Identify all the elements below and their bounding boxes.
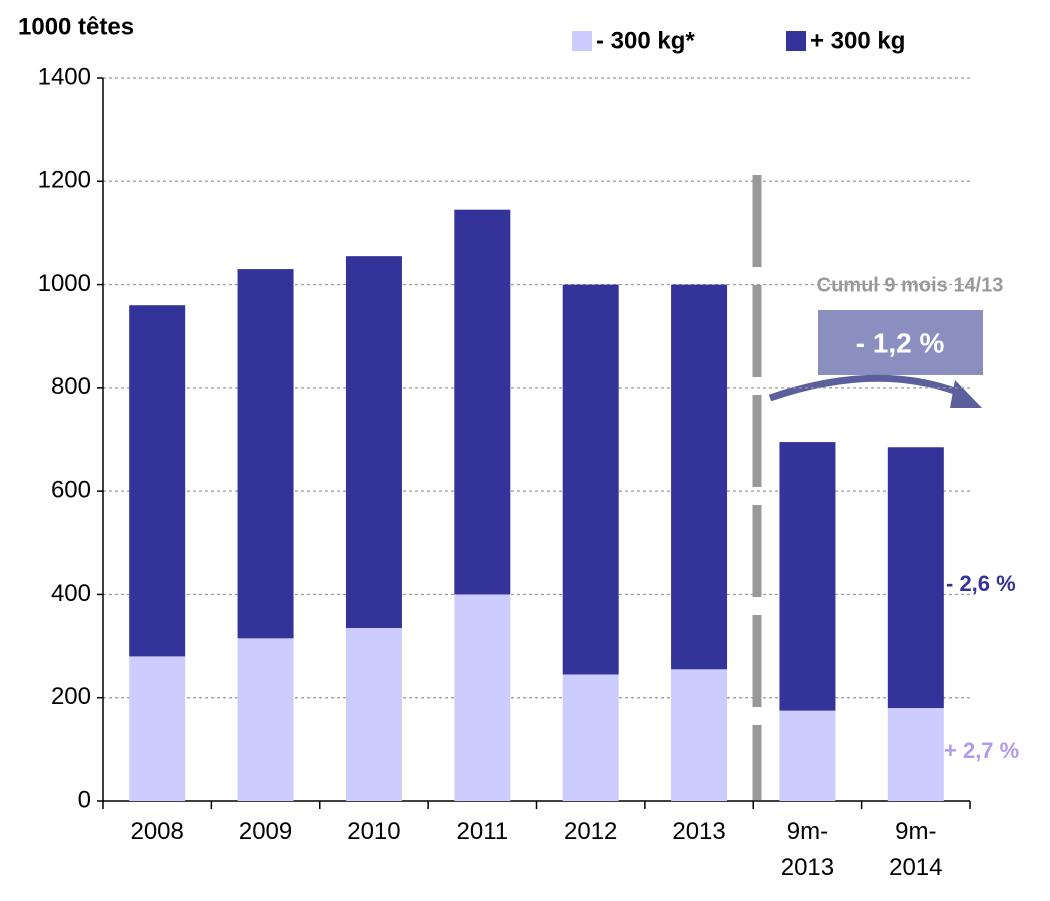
bar-segment bbox=[671, 669, 728, 801]
bar-segment bbox=[779, 710, 836, 801]
bar-segment bbox=[237, 269, 294, 639]
bar-segment bbox=[562, 284, 619, 675]
y-tick-label: 1400 bbox=[38, 63, 91, 90]
bar-segment bbox=[562, 674, 619, 801]
legend-swatch bbox=[572, 31, 592, 51]
x-tick-label: 2013 bbox=[672, 818, 725, 845]
arrow-head bbox=[950, 380, 982, 408]
y-tick-label: 400 bbox=[51, 580, 91, 607]
period-label: Cumul 9 mois 14/13 bbox=[817, 274, 1004, 296]
bar-segment bbox=[345, 256, 402, 628]
x-tick-label: 2008 bbox=[130, 818, 183, 845]
y-tick-label: 1000 bbox=[38, 270, 91, 297]
bar-segment bbox=[671, 284, 728, 670]
legend-label: + 300 kg bbox=[810, 27, 905, 54]
bar-segment bbox=[237, 638, 294, 801]
bar-segment bbox=[129, 305, 186, 657]
bar-segment bbox=[129, 656, 186, 801]
bar-segment bbox=[887, 447, 944, 709]
y-tick-label: 600 bbox=[51, 476, 91, 503]
legend-swatch bbox=[786, 31, 806, 51]
total-change: - 1,2 % bbox=[856, 327, 945, 358]
bar-segment bbox=[779, 442, 836, 711]
y-tick-label: 200 bbox=[51, 683, 91, 710]
heavy-change: - 2,6 % bbox=[946, 571, 1016, 596]
legend-label: - 300 kg* bbox=[596, 27, 695, 54]
x-tick-label: 2010 bbox=[347, 818, 400, 845]
y-tick-label: 0 bbox=[78, 786, 91, 813]
bar-segment bbox=[454, 209, 511, 595]
light-change: + 2,7 % bbox=[944, 738, 1019, 763]
x-tick-label: 2012 bbox=[564, 818, 617, 845]
x-tick-label: 2011 bbox=[457, 818, 509, 845]
x-tick-label: 2009 bbox=[239, 818, 292, 845]
bar-segment bbox=[345, 627, 402, 801]
y-tick-label: 1200 bbox=[38, 167, 91, 194]
x-tick-label: 9m-2014 bbox=[889, 818, 942, 881]
x-tick-label: 9m-2013 bbox=[781, 818, 834, 881]
y-axis-label: 1000 têtes bbox=[18, 13, 134, 40]
bar-segment bbox=[454, 594, 511, 801]
change-box bbox=[818, 310, 983, 375]
bar-segment bbox=[887, 708, 944, 801]
y-tick-label: 800 bbox=[51, 373, 91, 400]
